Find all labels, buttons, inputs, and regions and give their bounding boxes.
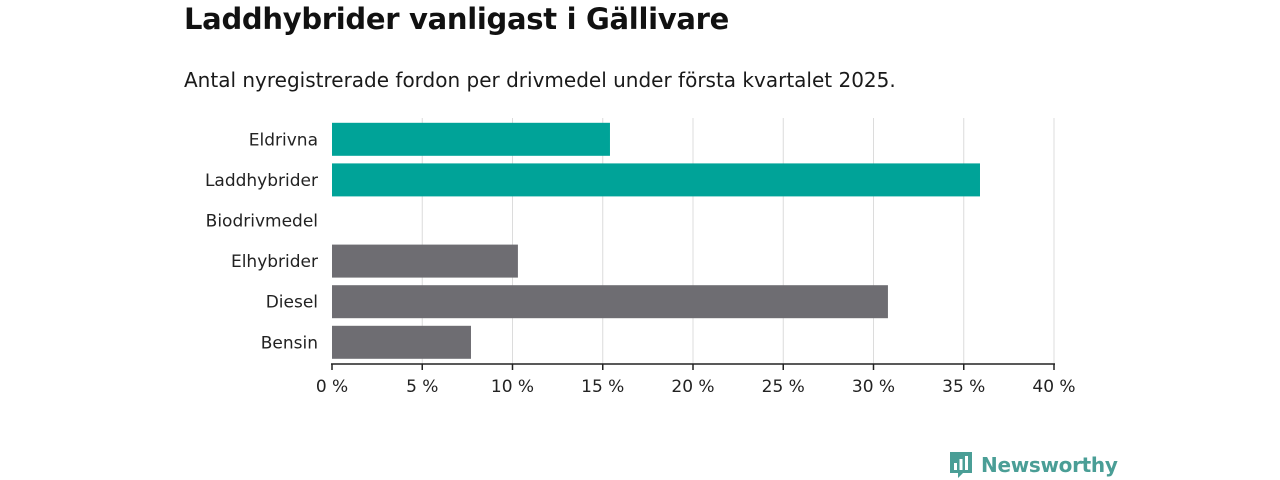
category-label: Laddhybrider xyxy=(205,171,318,191)
category-label: Bensin xyxy=(261,333,318,353)
x-tick-label: 0 % xyxy=(316,377,348,397)
x-tick-label: 30 % xyxy=(852,377,895,397)
category-label: Diesel xyxy=(266,293,318,313)
chart-title: Laddhybrider vanligast i Gällivare xyxy=(184,2,729,36)
category-label: Eldrivna xyxy=(249,130,318,150)
chart-subtitle: Antal nyregistrerade fordon per drivmede… xyxy=(184,68,896,92)
x-tick-label: 20 % xyxy=(671,377,714,397)
category-label: Biodrivmedel xyxy=(206,212,318,232)
x-tick-label: 15 % xyxy=(581,377,624,397)
x-tick-label: 5 % xyxy=(406,377,438,397)
x-tick-label: 25 % xyxy=(762,377,805,397)
bar xyxy=(332,244,518,278)
bar xyxy=(332,285,888,319)
x-tick-label: 40 % xyxy=(1032,377,1075,397)
brand-name: Newsworthy xyxy=(981,453,1118,477)
category-label: Elhybrider xyxy=(231,252,318,272)
brand-logo: Newsworthy xyxy=(948,450,1118,480)
bar xyxy=(332,163,980,197)
newsworthy-logo-icon xyxy=(950,452,972,478)
x-tick-label: 35 % xyxy=(942,377,985,397)
x-tick-label: 10 % xyxy=(491,377,534,397)
bar-chart: Eldrivna Laddhybrider Biodrivmedel Elhybrid… xyxy=(205,118,1076,397)
bar xyxy=(332,122,610,156)
bar xyxy=(332,325,471,359)
